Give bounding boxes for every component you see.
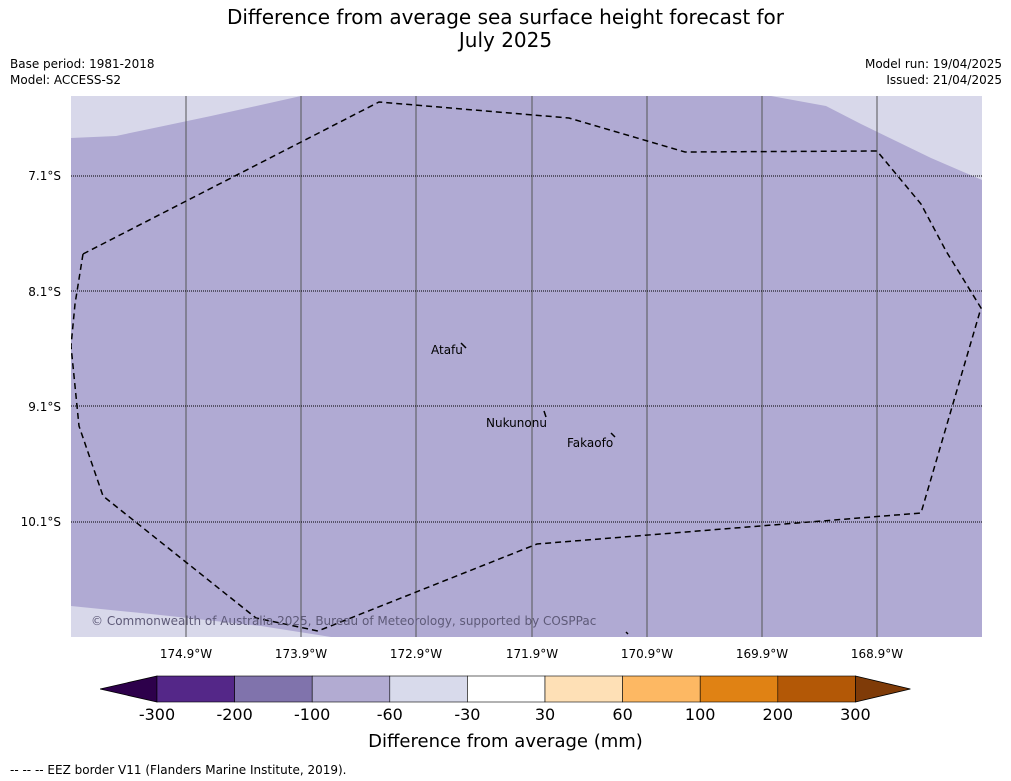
lon-label-172-9: 172.9°W — [389, 647, 443, 661]
colorbar-tick-label: -30 — [454, 705, 481, 724]
base-period-text: Base period: 1981-2018 — [10, 57, 155, 71]
colorbar-segment — [777, 675, 856, 703]
parallel-lines — [71, 175, 982, 523]
place-label-nukunonu: Nukunonu — [486, 416, 547, 430]
meta-left: Base period: 1981-2018 Model: ACCESS-S2 — [10, 56, 155, 88]
colorbar-title: Difference from average (mm) — [368, 731, 643, 752]
colorbar-segment — [699, 675, 779, 703]
eez-border — [71, 101, 982, 632]
colorbar-segment — [311, 675, 391, 703]
lon-label-173-9: 173.9°W — [274, 647, 328, 661]
lat-label-10-1: 10.1°S — [20, 515, 61, 529]
lon-label-169-9: 169.9°W — [735, 647, 789, 661]
light-region-bottom — [71, 606, 331, 637]
atafu-island-mark — [460, 342, 467, 349]
colorbar-segment — [156, 675, 235, 703]
meta-right: Model run: 19/04/2025 Issued: 21/04/2025 — [865, 56, 1002, 88]
colorbar-extend-high — [855, 675, 911, 703]
fakaofo-island-mark — [610, 432, 616, 438]
map-canvas — [71, 96, 982, 637]
model-run-text: Model run: 19/04/2025 — [864, 57, 1002, 71]
colorbar-tick-label: -100 — [294, 705, 331, 724]
map-area[interactable]: Atafu Nukunonu Fakaofo © Commonwealth of… — [71, 96, 982, 637]
colorbar-tick-label: -60 — [376, 705, 403, 724]
lat-label-9-1: 9.1°S — [28, 400, 61, 414]
place-label-atafu: Atafu — [431, 343, 463, 357]
colorbar-extend-low — [99, 675, 158, 703]
colorbar-tick-label: 300 — [840, 705, 871, 724]
lon-label-174-9: 174.9°W — [159, 647, 213, 661]
swains-island-mark — [625, 631, 629, 635]
meridian-lines — [185, 96, 878, 637]
lat-label-8-1: 8.1°S — [28, 285, 61, 299]
colorbar-tick-label: -200 — [216, 705, 253, 724]
issued-text: Issued: 21/04/2025 — [886, 73, 1002, 87]
colorbar-segment — [544, 675, 623, 703]
colorbar-tick-label: 100 — [684, 705, 716, 724]
light-region-top-right — [771, 96, 982, 180]
title-line-1: Difference from average sea surface heig… — [226, 5, 785, 29]
title-line-2: July 2025 — [458, 28, 553, 52]
lat-label-7-1: 7.1°S — [28, 169, 61, 183]
colorbar-tick-label: 30 — [534, 705, 556, 724]
lon-label-171-9: 171.9°W — [505, 647, 559, 661]
chart-title: Difference from average sea surface heig… — [0, 6, 1011, 52]
colorbar — [99, 674, 912, 708]
model-text: Model: ACCESS-S2 — [10, 73, 122, 87]
colorbar-segment — [467, 675, 546, 703]
colorbar-segment — [234, 675, 313, 703]
colorbar-tick-label: 60 — [612, 705, 633, 724]
nukunonu-island-mark — [543, 410, 547, 418]
colorbar-svg — [99, 675, 911, 703]
lon-label-170-9: 170.9°W — [620, 647, 674, 661]
eez-legend-footnote: -- -- -- EEZ border V11 (Flanders Marine… — [10, 763, 347, 777]
colorbar-segment — [389, 675, 468, 703]
place-label-fakaofo: Fakaofo — [567, 436, 614, 450]
colorbar-tick-label: 200 — [762, 705, 794, 724]
lon-label-168-9: 168.9°W — [850, 647, 904, 661]
copyright-text: © Commonwealth of Australia 2025, Bureau… — [91, 614, 597, 628]
colorbar-tick-label: -300 — [138, 705, 176, 724]
colorbar-segment — [622, 675, 701, 703]
